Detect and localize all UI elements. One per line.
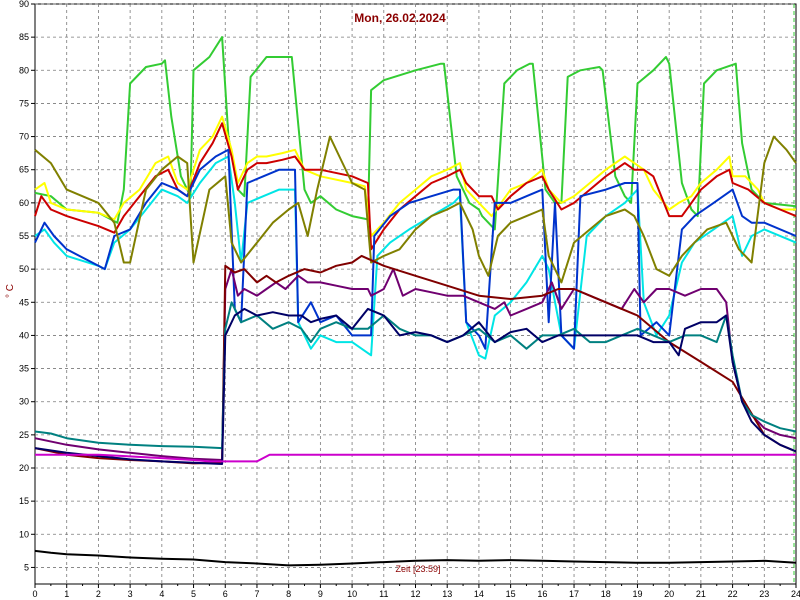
y-axis-label: ° C — [5, 284, 16, 298]
x-tick-label: 1 — [64, 589, 69, 599]
x-tick-label: 15 — [506, 589, 516, 599]
chart-labels: 0 1 2 3 4 5 6 7 8 9 10 11 12 13 14 15 16 17 18 19 20 21 22 23 24… — [19, 0, 800, 599]
series-line-2 — [34, 115, 796, 237]
x-tick-label: 6 — [223, 589, 228, 599]
y-tick-label: 90 — [19, 0, 29, 9]
y-tick-label: 25 — [19, 430, 29, 440]
x-tick-label: 24 — [791, 589, 800, 599]
y-tick-label: 55 — [19, 231, 29, 241]
x-tick-label: 0 — [32, 589, 37, 599]
series-line-11 — [35, 453, 796, 463]
x-tick-label: 4 — [159, 589, 164, 599]
series-line-7 — [34, 268, 797, 461]
series-line-12 — [34, 549, 797, 567]
series-line-1 — [34, 36, 797, 231]
x-tick-label: 8 — [286, 589, 291, 599]
x-tick-label: 22 — [728, 589, 738, 599]
y-tick-label: 10 — [19, 529, 29, 539]
x-tick-label: 17 — [569, 589, 579, 599]
x-tick-label: 18 — [601, 589, 611, 599]
y-tick-label: 80 — [19, 65, 29, 75]
y-tick-label: 30 — [19, 397, 29, 407]
x-tick-label: 2 — [96, 589, 101, 599]
y-tick-label: 45 — [19, 297, 29, 307]
series-line-5 — [34, 148, 797, 350]
x-tick-label: 3 — [128, 589, 133, 599]
y-tick-label: 75 — [19, 98, 29, 108]
series-line-4 — [34, 155, 797, 360]
y-tick-label: 50 — [19, 264, 29, 274]
y-tick-label: 20 — [19, 463, 29, 473]
chart-axes — [31, 3, 797, 588]
series-line-3 — [34, 122, 797, 251]
x-tick-label: 9 — [318, 589, 323, 599]
x-tick-label: 23 — [759, 589, 769, 599]
series-line-6 — [34, 135, 797, 284]
y-tick-label: 85 — [19, 32, 29, 42]
x-tick-label: 10 — [347, 589, 357, 599]
x-tick-label: 21 — [696, 589, 706, 599]
x-tick-label: 5 — [191, 589, 196, 599]
y-tick-label: 5 — [24, 562, 29, 572]
y-tick-label: 70 — [19, 132, 29, 142]
chart-title: Mon, 26.02.2024 — [354, 11, 446, 25]
series-line-10 — [34, 307, 797, 465]
x-tick-label: 7 — [254, 589, 259, 599]
x-tick-label: 13 — [442, 589, 452, 599]
x-axis-label: Zeit [23:59] — [395, 564, 440, 574]
x-tick-label: 16 — [537, 589, 547, 599]
x-tick-label: 11 — [379, 589, 388, 599]
y-tick-label: 35 — [19, 364, 29, 374]
y-tick-label: 15 — [19, 496, 29, 506]
y-tick-label: 65 — [19, 165, 29, 175]
chart-series — [34, 36, 797, 567]
x-tick-label: 19 — [632, 589, 642, 599]
x-tick-label: 12 — [410, 589, 420, 599]
y-tick-label: 40 — [19, 330, 29, 340]
y-tick-label: 60 — [19, 198, 29, 208]
x-tick-label: 14 — [474, 589, 484, 599]
x-tick-label: 20 — [664, 589, 674, 599]
